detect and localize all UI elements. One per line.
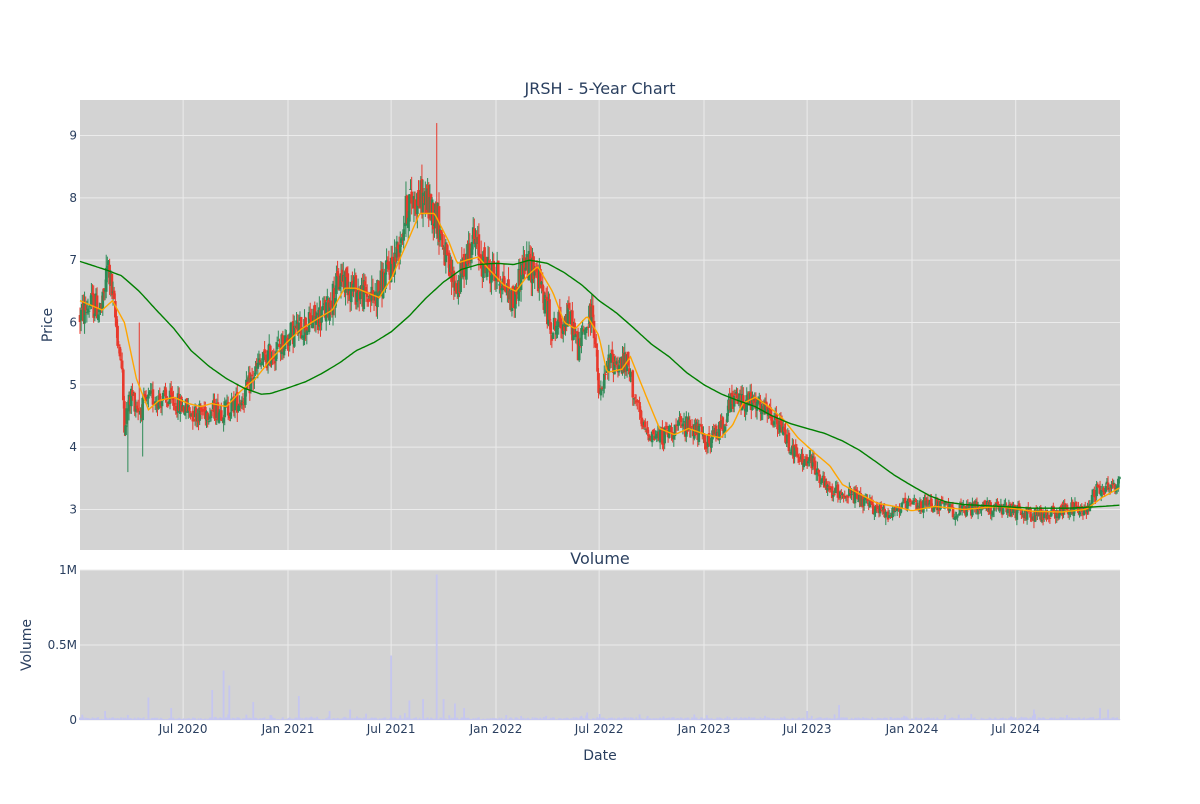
price-plot-area — [80, 100, 1120, 550]
volume-bar — [390, 656, 392, 721]
volume-y-tick-label: 1M — [59, 563, 77, 577]
volume-bar — [349, 710, 351, 721]
volume-bar — [298, 696, 300, 720]
candle-body — [276, 342, 279, 349]
candle-body — [941, 502, 944, 503]
candle-body — [1002, 508, 1005, 514]
volume-bar — [422, 699, 424, 720]
candle-body — [611, 350, 614, 354]
volume-bar — [408, 701, 410, 721]
candle-body — [1104, 486, 1107, 492]
volume-bar — [211, 690, 213, 720]
volume-y-axis-label: Volume — [19, 619, 35, 671]
candle-body — [833, 494, 836, 495]
candle-body — [441, 234, 444, 247]
candle-body — [850, 494, 853, 495]
candle-body — [1043, 514, 1046, 518]
price-y-tick-label: 5 — [69, 378, 77, 392]
x-tick-label: Jan 2021 — [261, 722, 315, 736]
volume-y-tick-label: 0.5M — [48, 638, 77, 652]
candle-body — [631, 370, 634, 397]
volume-bar — [1107, 710, 1109, 721]
x-tick-label: Jul 2021 — [366, 722, 416, 736]
candle-body — [548, 299, 551, 319]
candle-body — [188, 407, 191, 411]
candle-body — [1049, 518, 1052, 519]
volume-bar — [436, 575, 438, 721]
volume-bar — [1034, 714, 1036, 720]
x-tick-label: Jan 2024 — [885, 722, 939, 736]
x-tick-label: Jul 2022 — [574, 722, 624, 736]
candle-body — [604, 374, 607, 375]
candle-body — [141, 398, 144, 420]
volume-bar — [365, 714, 367, 720]
candle-body — [1118, 477, 1121, 479]
x-tick-label: Jan 2023 — [677, 722, 731, 736]
price-y-tick-label: 8 — [69, 191, 77, 205]
candle-body — [666, 426, 669, 429]
candle-body — [483, 247, 486, 256]
x-axis-ticks: Jul 2020 Jan 2021 Jul 2021 Jan 2022 Jul 2022… — [158, 722, 1040, 736]
candle-body — [922, 500, 925, 513]
candle-body — [698, 426, 701, 442]
volume-bar — [545, 716, 547, 720]
candle-body — [121, 361, 124, 370]
candle-body — [644, 421, 647, 427]
volume-bar — [1099, 708, 1101, 720]
x-tick-label: Jul 2020 — [158, 722, 208, 736]
volume-bar — [443, 699, 445, 720]
volume-bar — [454, 704, 456, 721]
price-y-tick-label: 7 — [69, 253, 77, 267]
volume-bar — [147, 698, 149, 721]
candle-body — [832, 495, 835, 497]
volume-bar — [970, 714, 972, 720]
x-tick-label: Jul 2024 — [990, 722, 1040, 736]
volume-bar — [170, 708, 172, 720]
candle-body — [552, 333, 555, 339]
volume-bar — [223, 671, 225, 721]
volume-bar — [944, 715, 946, 720]
volume-bar — [1119, 719, 1121, 720]
price-y-tick-label: 3 — [69, 502, 77, 516]
candle-body — [549, 322, 552, 334]
candle-body — [329, 300, 332, 307]
candle-body — [670, 427, 673, 432]
volume-bar — [838, 705, 840, 720]
candle-body — [956, 516, 959, 517]
candle-body — [367, 299, 370, 302]
volume-title: Volume — [570, 549, 630, 568]
chart-title: JRSH - 5-Year Chart — [524, 79, 676, 98]
volume-bar — [764, 716, 766, 720]
x-tick-label: Jul 2023 — [782, 722, 832, 736]
volume-bar — [228, 686, 230, 721]
candle-body — [122, 369, 125, 400]
volume-bar — [252, 702, 254, 720]
price-y-tick-label: 4 — [69, 440, 77, 454]
volume-y-tick-label: 0 — [69, 713, 77, 727]
volume-bar — [329, 711, 331, 720]
price-y-tick-label: 6 — [69, 316, 77, 330]
price-y-axis-label: Price — [40, 308, 56, 342]
candle-body — [161, 401, 164, 406]
candle-body — [408, 194, 411, 221]
x-tick-label: Jan 2022 — [469, 722, 523, 736]
candle-body — [847, 496, 850, 498]
x-axis-label: Date — [583, 748, 616, 764]
candle-body — [725, 425, 728, 426]
candle-body — [306, 330, 309, 335]
volume-bar — [505, 715, 507, 720]
price-y-tick-label: 9 — [69, 129, 77, 143]
candle-body — [88, 311, 91, 312]
